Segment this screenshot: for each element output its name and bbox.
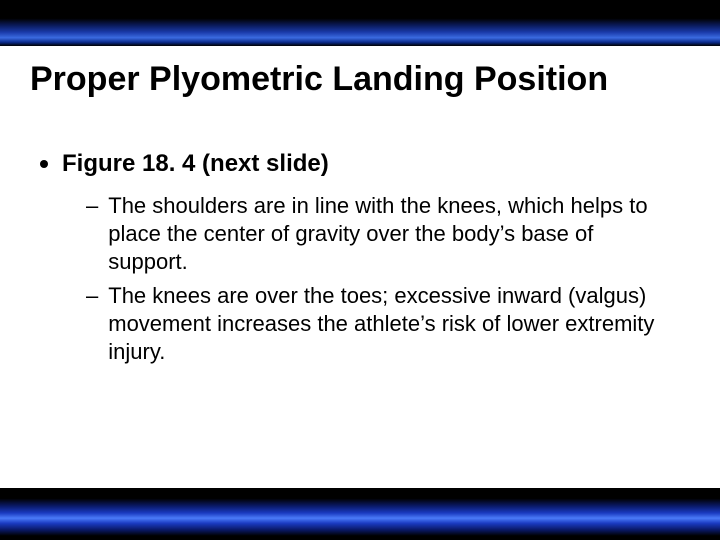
bottom-bar-decoration: [0, 488, 720, 540]
list-item: Figure 18. 4 (next slide): [40, 150, 670, 178]
bullet-dash-icon: –: [86, 282, 98, 310]
slide-content: Figure 18. 4 (next slide) – The shoulder…: [40, 150, 670, 372]
list-item-text: Figure 18. 4 (next slide): [62, 150, 329, 178]
bullet-dash-icon: –: [86, 192, 98, 220]
slide-title: Proper Plyometric Landing Position: [30, 60, 690, 99]
list-item: – The shoulders are in line with the kne…: [86, 192, 670, 276]
slide: Proper Plyometric Landing Position Figur…: [0, 0, 720, 540]
list-item: – The knees are over the toes; excessive…: [86, 282, 670, 366]
sub-list: – The shoulders are in line with the kne…: [86, 192, 670, 366]
list-item-text: The shoulders are in line with the knees…: [108, 192, 670, 276]
list-item-text: The knees are over the toes; excessive i…: [108, 282, 670, 366]
top-bar-decoration: [0, 0, 720, 46]
bullet-dot-icon: [40, 160, 48, 168]
